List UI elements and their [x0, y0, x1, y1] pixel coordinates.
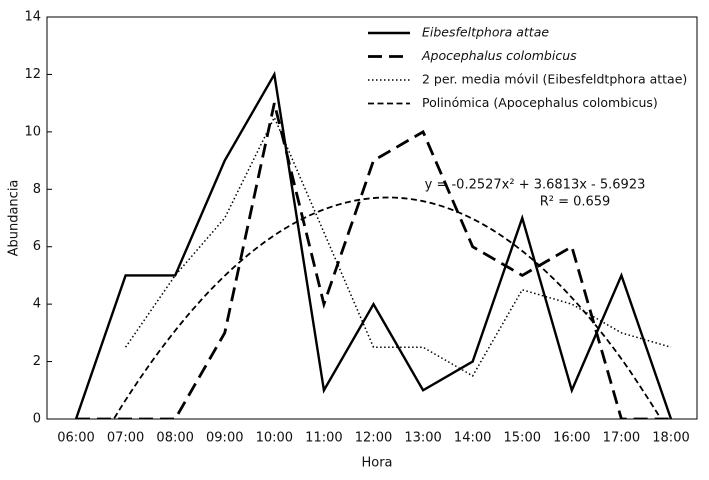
y-tick-label: 6	[33, 239, 41, 254]
y-tick-label: 12	[24, 67, 41, 82]
y-tick-label: 0	[33, 412, 41, 427]
y-tick-label: 2	[33, 354, 41, 369]
x-tick-label: 13:00	[404, 431, 441, 446]
y-tick-label: 14	[24, 10, 41, 25]
legend-label: Apocephalus colombicus	[421, 48, 577, 63]
x-tick-label: 11:00	[305, 431, 342, 446]
plot-frame	[46, 16, 698, 420]
series-line	[112, 196, 663, 419]
x-tick-label: 14:00	[454, 431, 491, 446]
x-tick-label: 09:00	[206, 431, 243, 446]
x-tick-label: 15:00	[504, 431, 541, 446]
series-line	[76, 102, 671, 419]
x-tick-label: 16:00	[553, 431, 590, 446]
series-line	[124, 115, 672, 377]
y-tick-label: 4	[33, 297, 41, 312]
r-squared: R² = 0.659	[540, 195, 611, 210]
legend-label: 2 per. media móvil (Eibesfeldtphora atta…	[422, 72, 687, 87]
x-tick-label: 18:00	[652, 431, 689, 446]
equation: y = -0.2527x² + 3.6813x - 5.6923	[425, 178, 646, 193]
plot-area	[74, 70, 673, 419]
x-tick-label: 10:00	[256, 431, 293, 446]
x-tick-label: 17:00	[603, 431, 640, 446]
x-tick-label: 06:00	[57, 431, 94, 446]
legend-label: Polinómica (Apocephalus colombicus)	[422, 95, 658, 110]
x-tick-label: 12:00	[355, 431, 392, 446]
x-tick-label: 07:00	[107, 431, 144, 446]
x-tick-label: 08:00	[156, 431, 193, 446]
legend-label: Eibesfeltphora attae	[422, 25, 549, 40]
x-axis-label: Hora	[361, 456, 392, 471]
y-axis-label: Abundancia	[7, 180, 22, 257]
y-tick-label: 10	[24, 124, 41, 139]
y-tick-label: 8	[33, 182, 41, 197]
series-line	[74, 70, 673, 419]
